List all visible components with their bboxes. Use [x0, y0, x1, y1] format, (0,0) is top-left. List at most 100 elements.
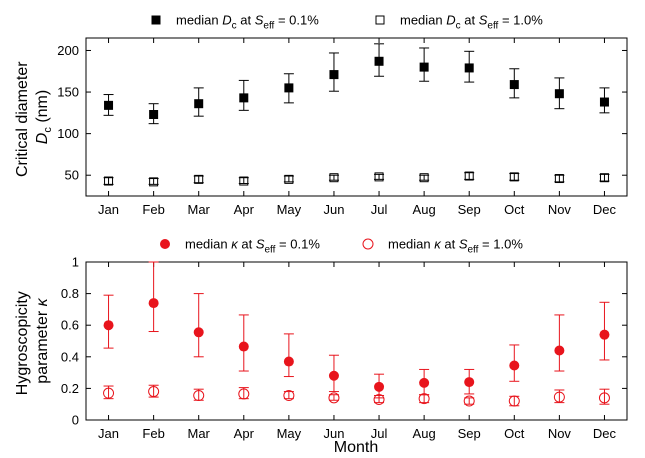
- x-tick-label-bottom: Jan: [98, 426, 119, 441]
- data-point-top: [464, 63, 474, 73]
- legend-marker-bottom: [160, 239, 170, 249]
- x-tick-label-bottom: Apr: [234, 426, 255, 441]
- data-point-top: [104, 100, 114, 110]
- y-tick-label-bottom: 0.2: [61, 381, 79, 396]
- y-axis-label-bottom: Hygroscopicity parameter κ: [14, 287, 51, 395]
- y-axis-label-bottom-line1: Hygroscopicity: [14, 291, 31, 395]
- data-point-bottom: [328, 370, 339, 381]
- data-point-bottom: [508, 395, 520, 407]
- y-axis-label-top-unit: (nm): [34, 90, 51, 127]
- x-tick-label-bottom: Aug: [413, 426, 436, 441]
- x-tick-label-bottom: Sep: [458, 426, 481, 441]
- data-point-top: [509, 172, 519, 182]
- data-point-bottom: [283, 390, 295, 402]
- x-tick-label-top: Jun: [323, 202, 344, 217]
- y-tick-label-bottom: 0.6: [61, 318, 79, 333]
- x-tick-label-top: Dec: [593, 202, 617, 217]
- data-point-bottom: [238, 388, 250, 400]
- data-point-top: [374, 56, 384, 66]
- x-tick-label-bottom: Dec: [593, 426, 617, 441]
- x-tick-label-top: Mar: [188, 202, 211, 217]
- data-point-top: [329, 70, 339, 80]
- x-axis-label: Month: [334, 439, 378, 456]
- x-tick-label-bottom: Nov: [548, 426, 572, 441]
- data-point-top: [284, 174, 294, 184]
- y-axis-label-bottom-line2: parameter: [34, 306, 51, 383]
- data-point-top: [239, 176, 249, 186]
- data-point-top: [149, 177, 159, 187]
- data-point-bottom: [373, 393, 385, 405]
- data-point-bottom: [193, 327, 204, 338]
- data-point-bottom: [283, 356, 294, 367]
- data-point-top: [419, 62, 429, 72]
- y-tick-label-top: 100: [57, 126, 79, 141]
- data-point-bottom: [103, 320, 114, 331]
- data-point-bottom: [464, 377, 475, 388]
- data-point-top: [104, 176, 114, 186]
- axis-ticks-bottom: 0 0.2 0.4 0.6 0.8 1 Jan Feb Mar Apr May Jun Jul Aug Se…: [61, 255, 627, 441]
- x-tick-label-bottom: May: [277, 426, 302, 441]
- data-point-bottom: [598, 392, 610, 404]
- data-point-bottom: [103, 387, 115, 399]
- y-axis-label-top-line1: Critical diameter: [14, 61, 31, 177]
- x-tick-label-top: Sep: [458, 202, 481, 217]
- data-point-bottom: [599, 329, 610, 340]
- data-point-top: [554, 89, 564, 99]
- data-point-bottom: [553, 391, 565, 403]
- x-tick-label-top: Oct: [504, 202, 525, 217]
- x-tick-label-top: May: [277, 202, 302, 217]
- y-tick-label-bottom: 0.4: [61, 349, 79, 364]
- x-tick-label-bottom: Mar: [188, 426, 211, 441]
- y-axis-label-top: Critical diameter Dc (nm): [14, 57, 54, 177]
- data-point-top: [509, 80, 519, 90]
- x-tick-label-bottom: Jun: [323, 426, 344, 441]
- legend-top: median Dc at Seff = 0.1% median Dc at Sef…: [151, 13, 543, 32]
- data-point-bottom: [238, 341, 249, 352]
- data-point-top: [464, 171, 474, 181]
- data-point-bottom: [328, 392, 340, 404]
- y-tick-label-bottom: 1: [72, 255, 79, 270]
- legend-label-top: median Dc at Seff = 0.1%: [176, 13, 319, 32]
- data-point-top: [194, 99, 204, 109]
- x-tick-label-top: Nov: [548, 202, 572, 217]
- data-point-bottom: [419, 377, 430, 388]
- legend-bottom: median κ at Seff = 0.1% median κ at Seff …: [160, 237, 523, 256]
- y-tick-label-top: 50: [65, 168, 79, 183]
- data-marks-bottom: [103, 261, 610, 407]
- y-axis-label-top-symbol: D: [34, 132, 51, 144]
- data-point-bottom: [374, 381, 385, 392]
- data-point-bottom: [418, 393, 430, 405]
- x-tick-label-top: Jul: [371, 202, 388, 217]
- data-point-bottom: [554, 345, 565, 356]
- data-point-bottom: [463, 395, 475, 407]
- legend-marker-top: [151, 15, 161, 25]
- y-tick-label-top: 150: [57, 85, 79, 100]
- y-axis-label-top-subscript: c: [42, 127, 54, 133]
- x-tick-label-bottom: Oct: [504, 426, 525, 441]
- panel-hygroscopicity: 0 0.2 0.4 0.6 0.8 1 Jan Feb Mar Apr May Jun Jul Aug Se…: [14, 237, 628, 456]
- data-point-top: [419, 173, 429, 183]
- x-tick-label-top: Apr: [234, 202, 255, 217]
- legend-label-bottom: median κ at Seff = 0.1%: [185, 237, 320, 256]
- x-tick-label-bottom: Feb: [142, 426, 164, 441]
- x-tick-label-top: Aug: [413, 202, 436, 217]
- data-point-bottom: [148, 298, 159, 309]
- x-tick-label-top: Feb: [142, 202, 164, 217]
- panel-critical-diameter: 50 100 150 200 Jan Feb Mar Apr May Jun Jul Aug Sep Oc…: [14, 13, 628, 217]
- legend-label-bottom: median κ at Seff = 1.0%: [388, 237, 523, 256]
- data-point-top: [374, 172, 384, 182]
- data-point-top: [284, 83, 294, 93]
- y-tick-label-bottom: 0.8: [61, 286, 79, 301]
- data-point-bottom: [148, 386, 160, 398]
- data-point-top: [554, 174, 564, 184]
- plot-frame-bottom: [85, 261, 628, 421]
- x-tick-label-bottom: Jul: [371, 426, 388, 441]
- y-tick-label-bottom: 0: [72, 413, 79, 428]
- x-tick-label-top: Jan: [98, 202, 119, 217]
- data-point-top: [599, 97, 609, 107]
- data-point-top: [239, 93, 249, 103]
- data-point-bottom: [509, 360, 520, 371]
- data-point-top: [329, 173, 339, 183]
- legend-marker-bottom: [362, 238, 374, 250]
